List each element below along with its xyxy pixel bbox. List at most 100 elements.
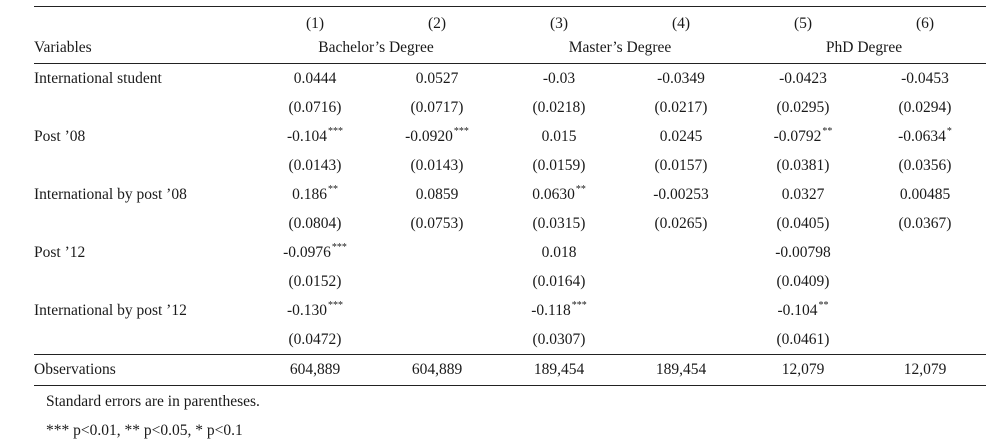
observations-cell: 189,454 [620,354,742,386]
coef-value: 0.0630 [532,185,575,203]
column-number: (4) [620,6,742,33]
coef-cell: -0.0920*** [376,122,498,151]
coef-cell: 0.186** [254,180,376,209]
coef-row: Post ’08 -0.104*** -0.0920*** 0.015 0.0245 -0… [34,122,986,151]
coef-cell: -0.0423 [742,64,864,94]
significance-stars: *** [331,242,347,254]
coef-row: International by post ’08 0.186** 0.0859 0.… [34,180,986,209]
se-cell: (0.0804) [288,214,342,232]
coef-value: -0.0920 [405,127,453,145]
coef-value: -0.00798 [775,243,831,261]
se-cell: (0.0717) [410,98,464,116]
coef-cell: -0.0976*** [254,238,376,267]
coef-value: -0.0453 [901,69,949,87]
group-header-bachelor: Bachelor’s Degree [254,33,498,64]
se-row: (0.0143) (0.0143) (0.0159) (0.0157) (0.0381)… [34,151,986,180]
column-number: (1) [254,6,376,33]
significance-stars: ** [818,300,829,312]
coef-value: -0.104 [286,127,328,145]
se-cell: (0.0217) [654,98,708,116]
coef-cell: 0.0245 [620,122,742,151]
coef-cell [620,238,742,267]
se-cell: (0.0716) [288,98,342,116]
se-cell: (0.0295) [776,98,830,116]
significance-stars: *** [328,300,344,312]
se-cell: (0.0315) [532,214,586,232]
se-cell: (0.0143) [410,156,464,174]
se-cell: (0.0157) [654,156,708,174]
coef-cell: 0.0327 [742,180,864,209]
se-cell: (0.0218) [532,98,586,116]
coef-cell: -0.00253 [620,180,742,209]
coef-value: 0.00485 [899,185,951,203]
coef-row: International student 0.0444 0.0527 -0.03 -0… [34,64,986,94]
se-label-spacer [34,325,254,355]
coef-value: -0.03 [542,69,576,87]
coef-cell: -0.104*** [254,122,376,151]
significance-stars: * [946,126,952,138]
variable-label: International by post ’08 [34,185,187,203]
column-number: (5) [742,6,864,33]
significance-stars: *** [328,126,344,138]
coef-cell: -0.0453 [864,64,986,94]
coef-cell: 0.015 [498,122,620,151]
se-label-spacer [34,267,254,296]
se-cell: (0.0159) [532,156,586,174]
se-cell: (0.0472) [288,330,342,348]
note-significance: *** p<0.01, ** p<0.05, * p<0.1 [46,422,243,439]
column-number: (2) [376,6,498,33]
coef-cell: 0.0527 [376,64,498,94]
significance-stars: *** [453,126,469,138]
coef-value: -0.0349 [657,69,705,87]
se-cell [620,325,742,355]
table-body: (1) (2) (3) (4) (5) (6) Variables Bachel… [34,6,986,386]
se-row: (0.0716) (0.0717) (0.0218) (0.0217) (0.0295)… [34,93,986,122]
coef-value: -0.104 [777,301,818,319]
se-label-spacer [34,209,254,238]
se-cell: (0.0381) [776,156,830,174]
se-cell: (0.0143) [288,156,342,174]
se-cell: (0.0265) [654,214,708,232]
observations-cell: 12,079 [742,354,864,386]
observations-cell: 604,889 [376,354,498,386]
se-cell [864,325,986,355]
observations-cell: 12,079 [864,354,986,386]
se-cell: (0.0164) [532,272,586,290]
significance-stars: ** [327,184,338,196]
coef-cell: -0.03 [498,64,620,94]
coef-cell: -0.0634* [864,122,986,151]
coef-cell [864,296,986,325]
coef-cell: -0.00798 [742,238,864,267]
se-cell [620,267,742,296]
coef-cell: -0.130*** [254,296,376,325]
se-cell: (0.0307) [532,330,586,348]
coef-value: -0.0976 [283,243,331,261]
column-number-row: (1) (2) (3) (4) (5) (6) [34,6,986,33]
variables-header: Variables [34,33,254,64]
coef-value: -0.0792 [773,127,822,145]
column-number: (6) [864,6,986,33]
coef-value: -0.00253 [653,185,709,203]
se-cell: (0.0753) [410,214,464,232]
coef-row: Post ’12 -0.0976*** 0.018 -0.00798 [34,238,986,267]
coef-value: 0.0245 [659,127,703,145]
coef-cell: 0.00485 [864,180,986,209]
se-cell: (0.0409) [776,272,830,290]
se-cell: (0.0294) [898,98,952,116]
coef-value: 0.018 [541,243,577,261]
se-row: (0.0472) (0.0307) (0.0461) [34,325,986,355]
se-cell: (0.0367) [898,214,952,232]
coef-value: -0.118 [531,301,571,319]
coef-value: 0.0444 [293,69,337,87]
variable-label: Post ’12 [34,243,86,261]
significance-stars: *** [571,300,587,312]
significance-stars: ** [822,126,833,138]
se-cell: (0.0405) [776,214,830,232]
se-label-spacer [34,93,254,122]
coef-value: 0.186 [292,185,327,203]
coef-cell [864,238,986,267]
observations-row: Observations 604,889 604,889 189,454 189,454… [34,354,986,386]
coef-value: 0.0527 [415,69,459,87]
regression-table: (1) (2) (3) (4) (5) (6) Variables Bachel… [34,6,986,386]
coef-value: 0.0327 [781,185,825,203]
